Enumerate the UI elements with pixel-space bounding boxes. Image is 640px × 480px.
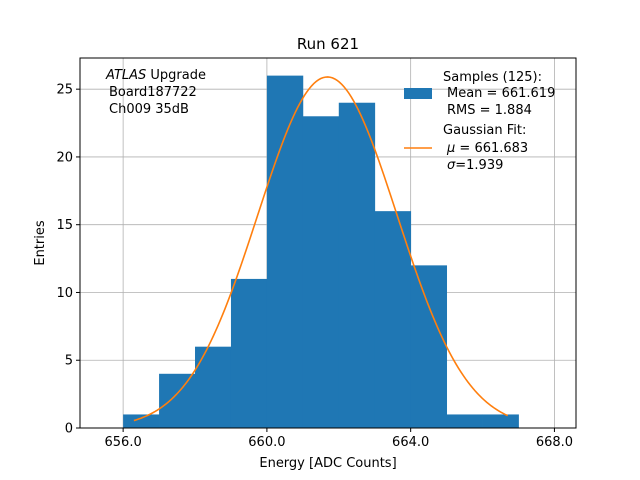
- y-tick-label-5: 25: [56, 83, 73, 98]
- y-tick-label-2: 10: [56, 286, 73, 301]
- x-axis-label: Energy [ADC Counts]: [259, 456, 396, 471]
- y-axis-ticks: 0 5 10 15 20 25: [56, 83, 80, 437]
- legend-fit-mu: μ = 661.683: [446, 141, 528, 156]
- annotation-board: Board187722: [109, 85, 197, 100]
- legend: Samples (125): Mean = 661.619 RMS = 1.88…: [404, 70, 555, 173]
- legend-fit-title: Gaussian Fit:: [443, 123, 526, 138]
- legend-fit-sigma: σ=1.939: [447, 158, 503, 173]
- y-tick-label-3: 15: [56, 218, 73, 233]
- x-tick-label-3: 668.0: [536, 435, 573, 450]
- chart-title: Run 621: [297, 35, 359, 53]
- histogram-bar-1: [159, 373, 196, 428]
- plot-frame: [79, 57, 577, 429]
- sigma-value: =1.939: [455, 158, 503, 173]
- sigma-symbol: σ: [447, 158, 456, 173]
- legend-samples-swatch: [404, 88, 432, 99]
- x-axis-ticks: 656.0 660.0 664.0 668.0: [105, 428, 573, 450]
- histogram-bar-4: [266, 75, 304, 428]
- histogram-bar-2: [195, 346, 232, 428]
- histogram-bar-7: [374, 211, 412, 428]
- y-tick-label-1: 5: [65, 354, 73, 369]
- mu-value: = 661.683: [455, 141, 528, 156]
- gaussian-fit-line: [133, 76, 509, 422]
- histogram-bar-10: [482, 414, 519, 428]
- legend-samples-rms: RMS = 1.884: [447, 103, 532, 118]
- histogram-bar-6: [338, 102, 376, 428]
- histogram-bar-5: [302, 116, 340, 429]
- y-tick-label-0: 0: [65, 422, 73, 437]
- run-annotation: ATLAS Upgrade Board187722 Ch009 35dB: [105, 68, 206, 117]
- histogram-bar-3: [230, 278, 268, 428]
- x-tick-label-2: 664.0: [392, 435, 429, 450]
- histogram-bar-9: [446, 414, 483, 428]
- annotation-line-1: ATLAS Upgrade: [105, 68, 206, 83]
- atlas-label: ATLAS: [105, 68, 146, 83]
- x-tick-label-0: 656.0: [105, 435, 142, 450]
- legend-samples-title: Samples (125):: [443, 70, 542, 85]
- y-tick-label-4: 20: [56, 150, 73, 165]
- x-tick-label-1: 660.0: [248, 435, 285, 450]
- upgrade-label: Upgrade: [146, 68, 206, 83]
- mu-symbol: μ: [446, 141, 455, 156]
- legend-samples-mean: Mean = 661.619: [447, 86, 555, 101]
- histogram-bar-8: [410, 265, 448, 428]
- y-axis-label: Entries: [33, 220, 48, 266]
- histogram-bars: [123, 75, 519, 429]
- gaussian-fit-curve: [133, 76, 509, 422]
- histogram-bar-0: [123, 414, 160, 428]
- annotation-channel: Ch009 35dB: [109, 102, 189, 117]
